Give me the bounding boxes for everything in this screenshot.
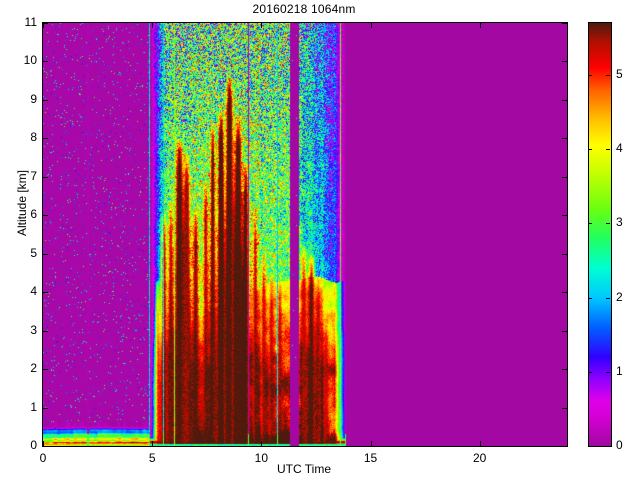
colorbar-tick-label: 5 <box>616 66 623 81</box>
colorbar-tick-label: 3 <box>616 215 623 230</box>
x-tick-label: 10 <box>254 451 268 465</box>
y-tick-mark-right <box>562 407 567 409</box>
x-axis-label: UTC Time <box>277 462 331 476</box>
x-tick-mark-top <box>370 23 372 28</box>
y-tick-label: 7 <box>30 168 37 183</box>
x-tick-label: 15 <box>363 451 378 465</box>
colorbar-tick-mark-right <box>606 371 610 373</box>
y-tick-mark <box>43 446 48 447</box>
plot-axes-area <box>42 22 568 447</box>
colorbar-tick-mark-left <box>588 149 592 151</box>
y-tick-mark <box>43 215 48 217</box>
y-tick-label: 2 <box>30 361 37 376</box>
y-tick-mark <box>43 292 48 294</box>
x-tick-mark <box>152 441 154 446</box>
y-tick-mark-right <box>562 446 567 447</box>
y-tick-label: 4 <box>30 284 37 299</box>
page-title: 20160218 1064nm <box>252 2 356 16</box>
y-tick-mark <box>43 23 48 24</box>
y-tick-label: 3 <box>30 322 37 337</box>
y-tick-mark <box>43 99 48 101</box>
x-tick-label: 5 <box>148 451 156 465</box>
x-tick-mark-top <box>152 23 154 28</box>
y-tick-mark <box>43 253 48 255</box>
x-tick-mark-top <box>479 23 481 28</box>
y-tick-mark-right <box>562 176 567 178</box>
y-tick-mark-right <box>562 215 567 217</box>
y-tick-mark <box>43 176 48 178</box>
x-tick-mark <box>43 441 44 446</box>
x-tick-mark <box>479 441 481 446</box>
colorbar-tick-label: 0 <box>616 438 623 452</box>
colorbar-tick-label: 2 <box>616 289 623 304</box>
y-axis-label: Altitude [km] <box>15 169 29 237</box>
colorbar-tick-mark-right <box>606 297 610 299</box>
heatmap-canvas <box>43 23 567 446</box>
colorbar-tick-label: 1 <box>616 363 623 378</box>
y-tick-mark-right <box>562 292 567 294</box>
y-tick-label: 1 <box>30 399 37 414</box>
colorbar-tick-mark-right <box>606 223 610 225</box>
y-tick-mark-right <box>562 23 567 24</box>
x-tick-mark-top <box>43 23 44 28</box>
colorbar-tick-mark-right <box>606 446 610 447</box>
colorbar-tick-mark-left <box>588 446 592 447</box>
colorbar-tick-mark-right <box>606 74 610 76</box>
y-tick-mark <box>43 61 48 63</box>
x-tick-mark <box>261 441 263 446</box>
colorbar-tick-mark-right <box>606 149 610 151</box>
y-tick-label: 5 <box>30 245 37 260</box>
y-tick-label: 10 <box>23 53 37 68</box>
y-tick-label: 9 <box>30 91 37 106</box>
y-tick-label: 0 <box>30 438 37 452</box>
y-tick-mark-right <box>562 61 567 63</box>
colorbar-tick-mark-left <box>588 223 592 225</box>
y-tick-mark-right <box>562 253 567 255</box>
y-tick-mark-right <box>562 369 567 371</box>
y-tick-mark <box>43 330 48 332</box>
y-tick-mark <box>43 369 48 371</box>
y-tick-label: 11 <box>24 15 37 29</box>
colorbar-gradient <box>589 23 611 446</box>
colorbar <box>588 22 612 447</box>
colorbar-tick-mark-left <box>588 371 592 373</box>
colorbar-tick-mark-left <box>588 297 592 299</box>
y-tick-mark-right <box>562 99 567 101</box>
x-tick-label: 0 <box>39 451 47 465</box>
y-tick-mark-right <box>562 138 567 140</box>
y-tick-label: 8 <box>30 130 37 145</box>
x-tick-mark-top <box>261 23 263 28</box>
y-tick-mark-right <box>562 330 567 332</box>
y-tick-mark <box>43 138 48 140</box>
x-tick-mark <box>370 441 372 446</box>
y-tick-mark <box>43 407 48 409</box>
colorbar-tick-mark-left <box>588 74 592 76</box>
y-tick-label: 6 <box>30 207 37 222</box>
x-tick-label: 20 <box>472 451 487 465</box>
colorbar-tick-label: 4 <box>616 141 623 156</box>
